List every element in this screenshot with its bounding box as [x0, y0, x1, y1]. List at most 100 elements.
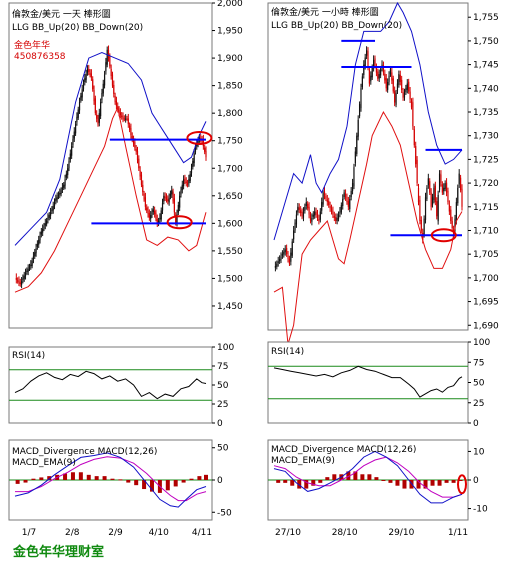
left-candle-body — [81, 89, 83, 98]
right-y-tick-label: 0 — [473, 476, 479, 486]
left-candle-body — [59, 193, 61, 195]
right-candle-body — [295, 214, 298, 225]
right-candle-body — [277, 261, 279, 264]
left-candle-body — [88, 69, 90, 72]
right-candle-body — [280, 256, 282, 260]
right-candle-body — [365, 50, 368, 56]
left-candle-body — [131, 135, 133, 140]
left-y-tick-label: 1,850 — [217, 82, 243, 92]
left-candle-body — [20, 281, 23, 285]
left-candle-body — [67, 168, 69, 176]
left-candle-body — [192, 160, 194, 168]
right-y-tick-label: 75 — [473, 358, 484, 368]
left-y-tick-label: 75 — [217, 362, 228, 372]
right-candle-body — [319, 211, 321, 220]
right-candle-body — [300, 210, 302, 214]
right-candle-body — [298, 207, 300, 210]
right-candle-body — [344, 193, 347, 198]
right-candle-body — [398, 74, 400, 85]
left-candle-body — [190, 168, 193, 174]
right-candle-body — [302, 211, 305, 218]
left-candle-body — [159, 217, 161, 220]
right-candle-body — [363, 64, 365, 76]
right-candle-body — [424, 197, 427, 220]
right-candle-body — [329, 206, 331, 209]
left-candle-body — [150, 215, 152, 219]
right-y-tick-label: 0 — [473, 419, 479, 429]
left-y-tick-label: 1,800 — [217, 109, 243, 119]
left-candle-body — [101, 92, 103, 100]
right-candle-body — [459, 177, 462, 191]
left-candle-body — [78, 102, 81, 111]
left-candle-body — [36, 243, 38, 247]
right-y-tick-label: 1,720 — [473, 179, 499, 189]
left-candle-body — [194, 146, 197, 152]
right-macd-histogram-bar — [381, 480, 386, 481]
right-y-tick-label: 50 — [473, 379, 485, 389]
right-candle-body — [281, 254, 284, 256]
right-candle-body — [401, 79, 403, 90]
right-candle-body — [396, 83, 399, 91]
right-x-tick-label: 29/10 — [388, 528, 414, 538]
right-candle-body — [458, 173, 460, 185]
left-candle-body — [156, 219, 158, 224]
left-candle-body — [90, 73, 92, 78]
right-candle-body — [422, 233, 424, 240]
left-candle-body — [175, 214, 177, 224]
right-candle-body — [451, 220, 453, 229]
left-candle-body — [110, 69, 112, 76]
left-macd-histogram-bar — [149, 480, 154, 492]
left-candle-body — [163, 195, 165, 202]
right-candle-body — [358, 104, 361, 117]
right-rsi-line — [273, 365, 463, 398]
left-candle-body — [109, 56, 111, 67]
left-candle-body — [136, 151, 139, 160]
right-candle-body — [454, 218, 456, 231]
left-candle-body — [52, 205, 54, 211]
left-x-tick-label: 4/11 — [192, 528, 212, 538]
left-candle-body — [69, 153, 71, 160]
right-candle-body — [429, 181, 431, 193]
left-y-tick-label: 2,000 — [217, 0, 243, 9]
right-candle-body — [276, 263, 278, 267]
right-candle-body — [330, 208, 333, 212]
left-candle-body — [63, 184, 65, 188]
left-candle-body — [100, 102, 102, 117]
right-macd-histogram-bar — [458, 480, 463, 481]
left-y-tick-label: 0 — [217, 419, 223, 429]
right-macd-histogram-bar — [311, 480, 316, 486]
right-candle-body — [431, 197, 434, 205]
right-macd-histogram-bar — [374, 477, 379, 480]
right-y-tick-label: 100 — [473, 338, 490, 348]
left-candle-body — [176, 214, 178, 223]
left-candle-body — [197, 140, 199, 145]
left-candle-body — [56, 196, 58, 200]
left-macd-histogram-bar — [23, 480, 28, 483]
left-candle-body — [127, 118, 129, 125]
left-candle-body — [74, 124, 77, 134]
right-candle-body — [326, 199, 328, 203]
right-candle-body — [423, 218, 425, 236]
right-candle-body — [385, 78, 387, 89]
right-candle-body — [387, 81, 389, 90]
right-candle-body — [291, 241, 293, 256]
right-candle-body — [419, 199, 421, 221]
left-y-tick-label: 50 — [217, 381, 229, 391]
left-candle-body — [138, 158, 140, 169]
right-candle-body — [373, 59, 375, 68]
right-rsi-label: RSI(14) — [271, 347, 304, 357]
left-price-title: 倫敦金/美元 一天 棒形圖 — [12, 8, 111, 20]
left-candle-body — [86, 69, 89, 73]
right-x-tick-label: 28/10 — [332, 528, 358, 538]
right-candle-body — [347, 201, 349, 207]
left-candle-body — [130, 128, 132, 136]
left-candle-body — [27, 268, 29, 272]
left-candle-body — [188, 179, 190, 184]
left-candle-body — [171, 190, 173, 195]
left-macd-histogram-bar — [63, 473, 68, 480]
right-indicator-label: LLG BB_Up(20) BB_Down(20) — [271, 21, 402, 31]
right-candle-body — [443, 187, 445, 192]
right-macd-line — [273, 450, 463, 504]
left-candle-body — [155, 212, 157, 219]
